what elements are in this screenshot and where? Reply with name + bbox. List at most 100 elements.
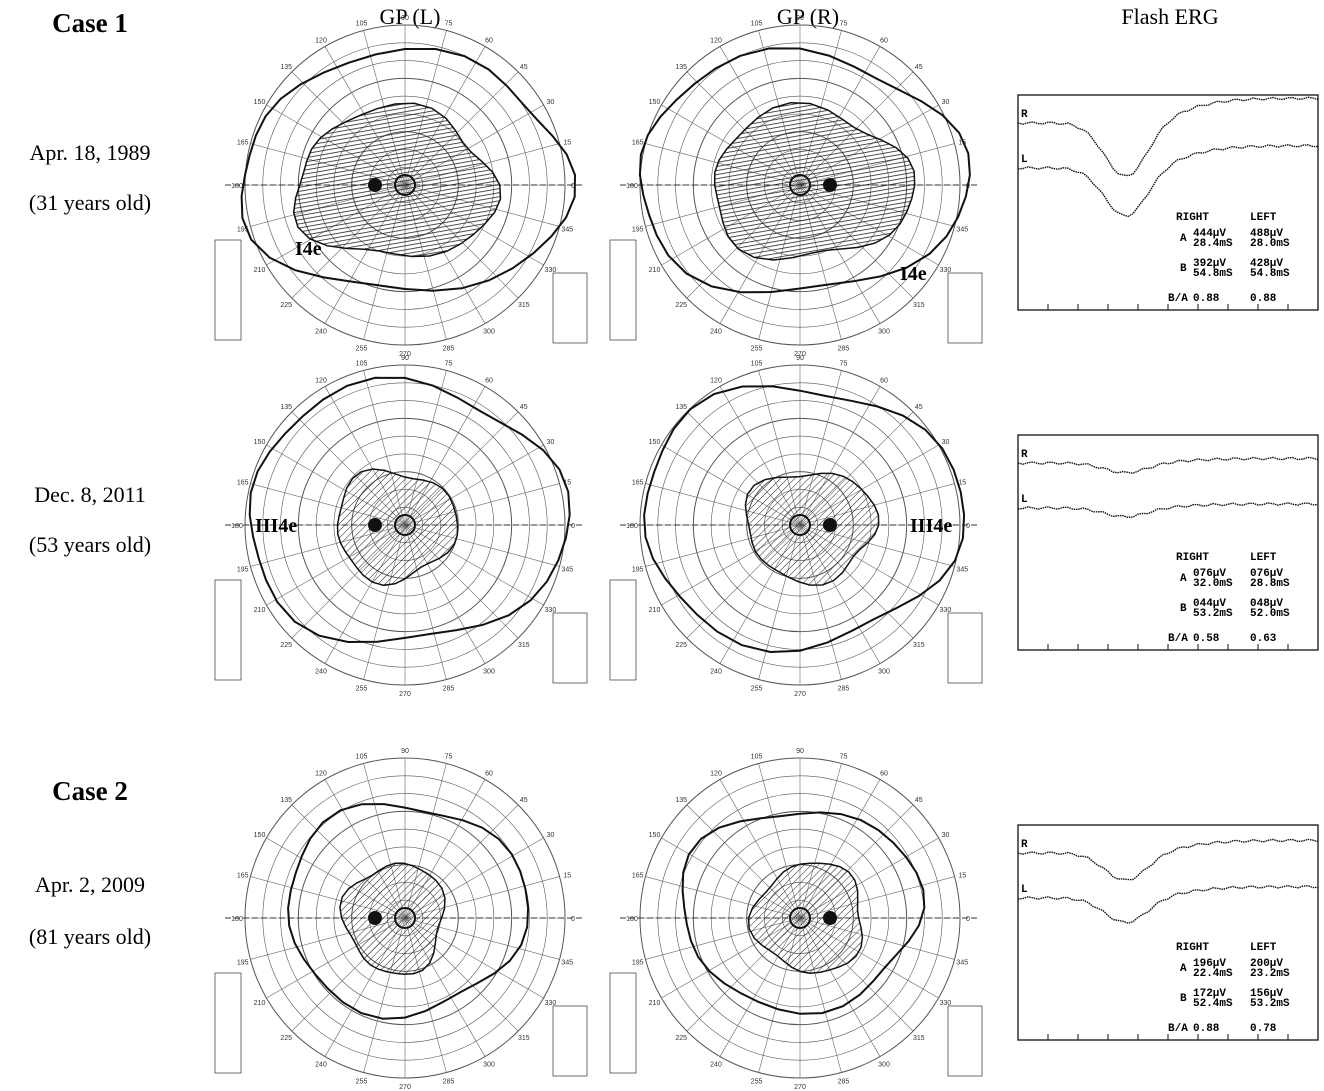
angle-label: 120 — [315, 771, 327, 778]
angle-label: 75 — [840, 361, 848, 368]
angle-label: 30 — [942, 439, 950, 446]
trace-label: R — [1021, 109, 1028, 121]
angle-label: 345 — [956, 566, 968, 573]
angle-label: 180 — [231, 523, 243, 530]
form-box — [215, 973, 241, 1073]
case-label: Case 2 — [52, 776, 128, 806]
angle-label: 345 — [561, 959, 573, 966]
angle-label: 180 — [626, 916, 638, 923]
angle-label: 0 — [571, 916, 575, 923]
angle-label: 30 — [547, 99, 555, 106]
isopter-label: I4e — [295, 238, 322, 260]
erg-value: 0.78 — [1250, 1023, 1277, 1035]
angle-label: 210 — [254, 607, 266, 614]
angle-label: 150 — [254, 439, 266, 446]
angle-label: 225 — [280, 1035, 292, 1042]
angle-label: 255 — [751, 1078, 763, 1085]
erg-value: 0.88 — [1250, 293, 1277, 305]
angle-label: 60 — [485, 38, 493, 45]
blind-spot — [823, 518, 837, 532]
angle-label: 240 — [710, 328, 722, 335]
angle-label: 225 — [675, 302, 687, 309]
angle-label: 105 — [751, 754, 763, 761]
angle-label: 225 — [280, 302, 292, 309]
angle-label: 195 — [632, 566, 644, 573]
angle-label: 165 — [237, 480, 249, 487]
angle-label: 0 — [571, 523, 575, 530]
angle-label: 195 — [237, 959, 249, 966]
erg-value: 23.2mS — [1250, 968, 1290, 980]
erg-header: RIGHT — [1176, 212, 1209, 224]
angle-label: 210 — [254, 1000, 266, 1007]
scotoma — [745, 473, 878, 585]
form-box — [215, 240, 241, 340]
angle-label: 165 — [237, 140, 249, 147]
exam-date: Apr. 18, 1989 — [30, 140, 151, 165]
angle-label: 90 — [401, 15, 409, 22]
angle-label: 285 — [443, 1078, 455, 1085]
exam-date: Apr. 2, 2009 — [35, 872, 145, 897]
blind-spot — [823, 178, 837, 192]
erg-header: RIGHT — [1176, 942, 1209, 954]
blind-spot — [368, 518, 382, 532]
angle-label: 255 — [356, 1078, 368, 1085]
form-box — [948, 1006, 982, 1076]
angle-label: 30 — [547, 832, 555, 839]
blind-spot — [368, 911, 382, 925]
angle-label: 105 — [356, 361, 368, 368]
angle-label: 45 — [520, 404, 528, 411]
angle-label: 60 — [485, 771, 493, 778]
angle-label: 60 — [880, 378, 888, 385]
angle-label: 105 — [751, 361, 763, 368]
erg-row-label: A — [1180, 963, 1187, 975]
angle-label: 30 — [547, 439, 555, 446]
angle-label: 255 — [356, 345, 368, 352]
erg-row-label: A — [1180, 233, 1187, 245]
angle-label: 75 — [445, 361, 453, 368]
erg-row-label: B — [1180, 993, 1187, 1005]
perimetry-chart: 9075604530150345330315300285270255240225… — [215, 15, 587, 358]
angle-label: 285 — [443, 345, 455, 352]
angle-label: 120 — [710, 38, 722, 45]
angle-label: 210 — [649, 607, 661, 614]
angle-label: 240 — [315, 328, 327, 335]
angle-label: 150 — [254, 832, 266, 839]
trace-label: R — [1021, 839, 1028, 851]
angle-label: 315 — [518, 642, 530, 649]
angle-label: 180 — [231, 916, 243, 923]
angle-label: 75 — [840, 754, 848, 761]
angle-label: 255 — [356, 685, 368, 692]
angle-label: 210 — [649, 267, 661, 274]
angle-label: 90 — [796, 15, 804, 22]
form-box — [948, 613, 982, 683]
scotoma — [338, 469, 458, 585]
angle-label: 75 — [445, 754, 453, 761]
patient-age: (81 years old) — [29, 924, 151, 949]
angle-label: 150 — [649, 439, 661, 446]
angle-label: 45 — [915, 404, 923, 411]
form-box — [948, 273, 982, 343]
angle-label: 75 — [445, 21, 453, 28]
angle-label: 255 — [751, 345, 763, 352]
angle-label: 15 — [958, 873, 966, 880]
angle-label: 285 — [838, 685, 850, 692]
figure: GP (L) GP (R) Flash ERG Case 1Apr. 18, 1… — [0, 0, 1324, 1091]
angle-label: 285 — [443, 685, 455, 692]
form-box — [610, 240, 636, 340]
angle-label: 105 — [751, 21, 763, 28]
angle-label: 195 — [632, 959, 644, 966]
angle-label: 300 — [483, 668, 495, 675]
angle-label: 30 — [942, 99, 950, 106]
scotoma — [749, 863, 863, 973]
erg-row-label: B/A — [1168, 633, 1188, 645]
angle-label: 345 — [956, 959, 968, 966]
angle-label: 315 — [518, 302, 530, 309]
angle-label: 135 — [675, 64, 687, 71]
trace-label: R — [1021, 449, 1028, 461]
angle-label: 135 — [280, 797, 292, 804]
angle-label: 45 — [915, 797, 923, 804]
isopter-label: I4e — [900, 263, 927, 285]
angle-label: 315 — [518, 1035, 530, 1042]
angle-label: 300 — [878, 668, 890, 675]
angle-label: 300 — [483, 328, 495, 335]
